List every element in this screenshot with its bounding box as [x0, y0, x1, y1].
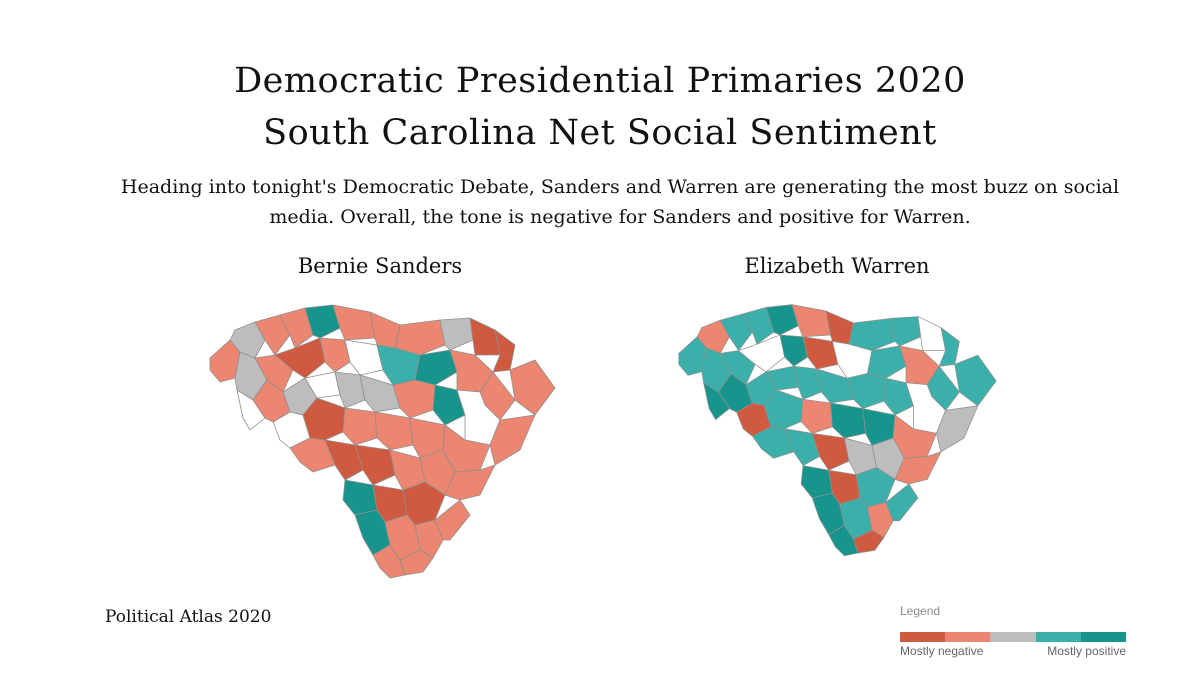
county-region[interactable]	[469, 317, 501, 356]
county-region[interactable]	[791, 304, 831, 338]
county-region[interactable]	[802, 336, 839, 370]
county-region[interactable]	[719, 350, 756, 386]
county-region[interactable]	[883, 377, 914, 416]
county-region[interactable]	[830, 402, 866, 439]
county-region[interactable]	[825, 310, 854, 345]
sanders-map-title: Bernie Sanders	[297, 254, 463, 278]
main-title-line-1: Democratic Presidential Primaries 2020	[234, 61, 966, 101]
county-region[interactable]	[848, 318, 896, 351]
legend-swatch-mostly-positive	[1080, 632, 1127, 642]
county-region[interactable]	[254, 314, 291, 356]
sanders-county-map[interactable]	[195, 300, 565, 580]
county-region[interactable]	[434, 499, 471, 541]
county-region[interactable]	[414, 349, 458, 386]
county-region[interactable]	[853, 529, 885, 554]
county-region[interactable]	[800, 398, 833, 434]
legend-low-label: Mostly negative	[900, 644, 984, 658]
legend-swatch-somewhat-negative	[945, 632, 991, 642]
county-region[interactable]	[359, 374, 401, 413]
county-region[interactable]	[342, 479, 378, 516]
legend-color-scale	[900, 632, 1127, 642]
county-region[interactable]	[492, 329, 516, 373]
county-region[interactable]	[890, 316, 922, 347]
county-region[interactable]	[779, 334, 808, 367]
county-region[interactable]	[938, 327, 960, 367]
county-region[interactable]	[319, 337, 351, 373]
county-region[interactable]	[254, 354, 294, 393]
county-region[interactable]	[354, 444, 396, 486]
legend-high-label: Mostly positive	[1047, 644, 1126, 658]
county-region[interactable]	[846, 373, 887, 409]
county-region[interactable]	[742, 306, 774, 345]
county-region[interactable]	[324, 439, 364, 481]
warren-map-title: Elizabeth Warren	[744, 254, 930, 278]
county-region[interactable]	[885, 483, 919, 522]
county-region[interactable]	[236, 389, 266, 431]
county-region[interactable]	[374, 411, 414, 451]
county-region[interactable]	[703, 382, 730, 420]
main-title-line-2: South Carolina Net Social Sentiment	[263, 113, 937, 153]
county-region[interactable]	[793, 365, 822, 400]
county-region[interactable]	[954, 354, 997, 407]
county-region[interactable]	[332, 304, 376, 341]
legend-swatch-somewhat-positive	[1035, 632, 1081, 642]
county-region[interactable]	[784, 428, 820, 466]
county-region[interactable]	[439, 317, 474, 351]
county-region[interactable]	[867, 345, 907, 379]
warren-county-map[interactable]	[665, 300, 1005, 570]
county-region[interactable]	[414, 519, 444, 559]
county-region[interactable]	[811, 433, 850, 471]
county-region[interactable]	[816, 368, 854, 404]
county-region[interactable]	[279, 307, 314, 349]
county-region[interactable]	[334, 371, 366, 409]
county-region[interactable]	[394, 319, 446, 356]
county-region[interactable]	[936, 405, 979, 453]
county-region[interactable]	[342, 407, 378, 446]
county-region[interactable]	[765, 304, 799, 336]
county-region[interactable]	[392, 379, 436, 419]
county-region[interactable]	[432, 384, 466, 426]
county-region[interactable]	[800, 465, 833, 499]
county-region[interactable]	[344, 339, 384, 376]
legend: Legend Mostly negative Mostly positive	[900, 604, 1130, 658]
county-region[interactable]	[489, 414, 536, 466]
legend-title: Legend	[900, 604, 941, 618]
county-region[interactable]	[917, 316, 946, 351]
subtitle: Heading into tonight's Democratic Debate…	[120, 176, 1120, 228]
legend-swatch-mostly-negative	[900, 632, 946, 642]
county-region[interactable]	[509, 359, 556, 416]
source-credit: Political Atlas 2020	[105, 607, 272, 627]
legend-swatch-neutral	[990, 632, 1036, 642]
county-region[interactable]	[719, 313, 753, 351]
county-region[interactable]	[399, 549, 434, 576]
county-region[interactable]	[304, 304, 341, 339]
county-region[interactable]	[867, 502, 894, 538]
county-region[interactable]	[369, 311, 401, 349]
